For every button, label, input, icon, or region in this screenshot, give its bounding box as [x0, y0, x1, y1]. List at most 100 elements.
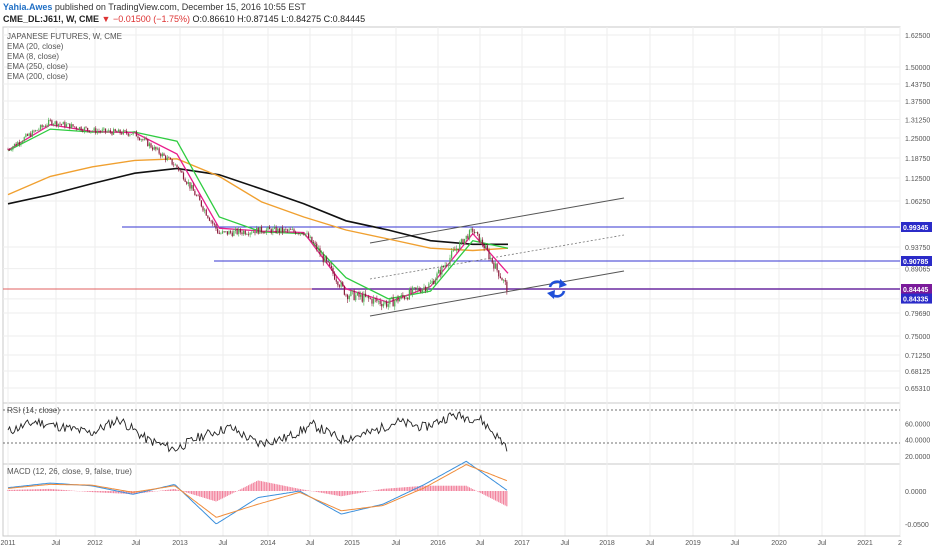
macd-hist-bar: [262, 481, 264, 491]
macd-hist-bar: [394, 487, 396, 491]
candle-body: [293, 229, 295, 232]
x-tick-label: Jul: [392, 540, 401, 547]
candle-body: [433, 280, 435, 285]
candle-body: [186, 181, 188, 184]
macd-hist-bar: [464, 485, 466, 491]
macd-hist-bar: [470, 488, 472, 491]
candle-body: [212, 221, 214, 224]
candle-body: [465, 235, 467, 239]
legend-ema250[interactable]: EMA (250, close): [7, 62, 68, 71]
legend-ema200[interactable]: EMA (200, close): [7, 72, 68, 81]
candle-body: [316, 243, 318, 250]
candle-body: [247, 234, 250, 235]
legend-ema8[interactable]: EMA (8, close): [7, 52, 59, 61]
macd-hist-bar: [377, 489, 379, 491]
channel-upper-line[interactable]: [369, 197, 625, 244]
macd-hist-bar: [239, 489, 241, 491]
candle-body: [74, 126, 76, 128]
x-tick-label: Jul: [646, 540, 655, 547]
macd-hist-bar: [503, 491, 505, 505]
macd-hist-bar: [291, 487, 293, 491]
author-link[interactable]: Yahia.Awes: [3, 2, 53, 12]
candle-body: [15, 143, 17, 146]
candle-body: [426, 287, 428, 291]
macd-hist-bar: [114, 491, 116, 494]
macd-hist-bar: [306, 490, 308, 491]
candle-body: [168, 157, 170, 159]
price-axis[interactable]: 1.62500 1.50000 1.43750 1.37500 1.31250 1.250…: [905, 33, 930, 393]
macd-hist-bar: [221, 491, 223, 499]
chart-header: Yahia.Awes published on TradingView.com,…: [0, 0, 932, 26]
candle-body: [244, 230, 246, 235]
macd-hist-bar: [200, 491, 202, 498]
macd-hist-bar: [308, 490, 310, 491]
price-candles: [7, 117, 508, 311]
candle-body: [399, 298, 401, 302]
candle-body: [416, 288, 419, 289]
candle-body: [322, 253, 324, 263]
candle-body: [160, 153, 162, 157]
candle-body: [173, 164, 175, 166]
macd-hist-bar: [442, 485, 444, 491]
y-tick-label: 1.62500: [905, 33, 930, 40]
candle-body: [129, 134, 131, 136]
publish-info: published on TradingView.com, December 1…: [54, 2, 306, 12]
channel-mid-line[interactable]: [369, 234, 625, 280]
macd-hist-bar: [321, 491, 323, 493]
candle-body: [150, 143, 152, 148]
candle-body: [425, 286, 427, 291]
macd-hist-bar: [241, 488, 243, 491]
macd-hist-bar: [108, 491, 110, 493]
macd-hist-bar: [163, 490, 165, 491]
macd-hist-bar: [233, 491, 235, 493]
rsi-label[interactable]: RSI (14, close): [7, 406, 60, 415]
candle-body: [26, 134, 29, 136]
macd-hist-bar: [356, 491, 358, 494]
candle-body: [337, 281, 339, 286]
candle-body: [234, 228, 237, 231]
candle-body: [121, 133, 123, 135]
candle-body: [184, 179, 186, 182]
x-tick-label: 2015: [344, 540, 360, 547]
macd-hist-bar: [85, 491, 87, 492]
candle-body: [348, 295, 350, 300]
time-axis[interactable]: 2011 Jul 2012 Jul 2013 Jul 2014 Jul 2015 Jul 2016 J…: [0, 535, 902, 547]
macd-hist-bar: [207, 491, 209, 499]
candle-body: [114, 129, 116, 132]
macd-hist-bar: [325, 491, 327, 494]
candle-body: [199, 195, 201, 201]
candle-body: [503, 279, 505, 281]
macd-hist-bar: [259, 480, 261, 491]
candle-body: [464, 238, 466, 244]
candle-body: [205, 209, 207, 216]
price-tag-bg: [901, 256, 932, 266]
candle-body: [108, 130, 110, 132]
macd-hist-bar: [33, 489, 35, 491]
macd-hist-bar: [150, 491, 152, 492]
candle-body: [423, 286, 425, 290]
x-tick-label: 2021: [857, 540, 873, 547]
macd-label[interactable]: MACD (12, 26, close, 9, false, true): [7, 467, 132, 476]
macd-hist-bar: [244, 486, 246, 491]
macd-hist-bar: [457, 485, 459, 491]
macd-pane-frame: [2, 463, 901, 537]
candle-body: [296, 233, 298, 234]
candle-body: [429, 283, 432, 284]
rsi-tick-label: 40.0000: [905, 438, 930, 445]
legend-ema20[interactable]: EMA (20, close): [7, 42, 64, 51]
candle-body: [438, 269, 440, 274]
macd-hist-bar: [265, 482, 267, 491]
price-pane-frame: [2, 26, 901, 404]
candle-body: [260, 226, 263, 232]
macd-hist-bar: [83, 491, 85, 492]
y-tick-label: 1.06250: [905, 199, 930, 206]
refresh-icon[interactable]: [547, 279, 567, 299]
macd-hist-bar: [28, 489, 30, 491]
candle-body: [278, 228, 280, 233]
macd-hist-bar: [116, 491, 118, 494]
candle-body: [506, 281, 508, 292]
macd-hist-bar: [15, 489, 17, 491]
macd-hist-bar: [23, 489, 25, 491]
channel-lower-line[interactable]: [369, 270, 625, 317]
